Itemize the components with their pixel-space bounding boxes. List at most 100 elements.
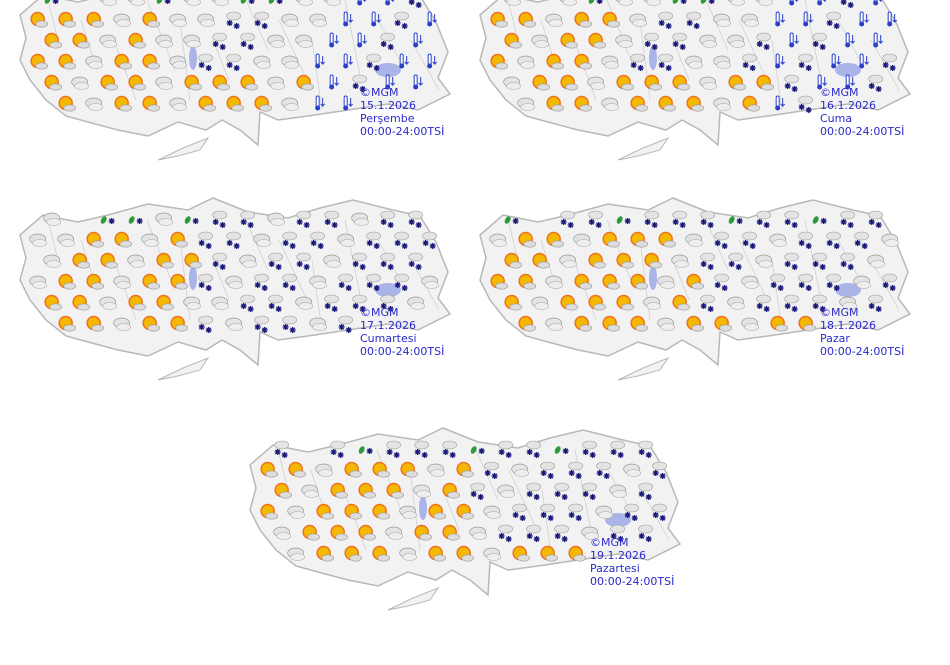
partly-cloudy-sun-icon — [184, 252, 202, 269]
snow-icon — [798, 273, 813, 291]
snowflake-icon — [366, 62, 373, 68]
snowflake-icon — [700, 219, 707, 225]
sleet-icon — [358, 446, 373, 454]
snowflake-icon — [659, 515, 666, 521]
copyright: ©MGM — [360, 306, 399, 319]
snow-icon — [240, 294, 255, 312]
snowflake-icon — [630, 62, 637, 68]
snow-icon — [352, 252, 367, 270]
cold-thermometer-icon — [845, 74, 856, 90]
partly-cloudy-sun-icon — [428, 545, 446, 562]
snowflake-icon — [833, 23, 840, 29]
snowflake-icon — [386, 449, 393, 455]
snowflake-icon — [721, 285, 728, 291]
partly-cloudy-sun-icon — [170, 231, 188, 248]
partly-cloudy-sun-icon — [240, 74, 258, 91]
snowflake-icon — [373, 243, 380, 249]
snowflake-icon — [847, 264, 854, 270]
partly-cloudy-sun-icon — [58, 53, 76, 70]
snowflake-icon — [303, 222, 310, 228]
snowflake-icon — [659, 473, 666, 479]
snowflake-icon — [763, 306, 770, 312]
lake-van — [375, 63, 401, 77]
snowflake-icon — [547, 515, 554, 521]
cloudy-icon — [601, 97, 619, 111]
snowflake-icon — [198, 240, 205, 246]
sleet-icon — [700, 0, 715, 4]
snowflake-icon — [665, 65, 672, 71]
date: 16.1.2026 — [820, 99, 876, 112]
province-border — [705, 219, 729, 271]
date: 17.1.2026 — [360, 319, 416, 332]
snow-icon — [380, 294, 395, 312]
cloudy-icon — [267, 212, 285, 226]
snowflake-icon — [212, 219, 219, 225]
snow-icon — [652, 503, 667, 521]
snowflake-icon — [763, 44, 770, 50]
cold-thermometer-icon — [789, 32, 800, 48]
cloudy-icon — [113, 317, 131, 331]
snowflake-icon — [540, 512, 547, 518]
cyprus — [157, 356, 210, 381]
snow-icon — [868, 294, 883, 312]
partly-cloudy-sun-icon — [588, 294, 606, 311]
snow-icon — [380, 210, 395, 228]
partly-cloudy-sun-icon — [184, 74, 202, 91]
cold-thermometer-icon — [371, 11, 382, 27]
snowflake-icon — [805, 243, 812, 249]
weather-icons — [29, 210, 439, 333]
cold-thermometer-icon — [887, 11, 898, 27]
forecast-map-3: ©MGM 17.1.2026 Cumartesi 00:00-24:00TSİ — [8, 190, 463, 412]
snow-icon — [644, 210, 659, 228]
partly-cloudy-sun-icon — [560, 32, 578, 49]
snow-icon — [756, 32, 771, 50]
snowflake-icon — [387, 264, 394, 270]
snow-icon — [638, 440, 653, 458]
snowflake-icon — [261, 327, 268, 333]
snowflake-icon — [512, 218, 519, 224]
snowflake-icon — [268, 261, 275, 267]
snowflake-icon — [700, 261, 707, 267]
partly-cloudy-sun-icon — [58, 95, 76, 112]
partly-cloudy-sun-icon — [456, 461, 474, 478]
map-svg — [19, 0, 452, 161]
cloudy-icon — [169, 13, 187, 27]
snowflake-icon — [219, 264, 226, 270]
snowflake-icon — [791, 86, 798, 92]
snowflake-icon — [338, 282, 345, 288]
partly-cloudy-sun-icon — [100, 252, 118, 269]
salt-lake — [649, 46, 657, 70]
snowflake-icon — [665, 23, 672, 29]
cloudy-icon — [517, 55, 535, 69]
snowflake-icon — [205, 243, 212, 249]
partly-cloudy-sun-icon — [170, 315, 188, 332]
lake-van — [835, 63, 861, 77]
snow-icon — [338, 315, 353, 333]
cold-thermometer-icon — [775, 11, 786, 27]
snow-icon — [798, 95, 813, 113]
snowflake-icon — [498, 449, 505, 455]
snowflake-icon — [240, 219, 247, 225]
partly-cloudy-sun-icon — [798, 315, 816, 332]
snowflake-icon — [868, 83, 875, 89]
snowflake-icon — [108, 218, 115, 224]
snow-icon — [386, 440, 401, 458]
period: 00:00-24:00TSİ — [590, 575, 675, 588]
partly-cloudy-sun-icon — [156, 252, 174, 269]
partly-cloudy-sun-icon — [100, 74, 118, 91]
snowflake-icon — [198, 324, 205, 330]
snowflake-icon — [645, 494, 652, 500]
snow-icon — [700, 210, 715, 228]
partly-cloudy-sun-icon — [288, 461, 306, 478]
snowflake-icon — [798, 282, 805, 288]
snow-icon — [812, 294, 827, 312]
map-label: ©MGM 18.1.2026 Pazar 00:00-24:00TSİ — [820, 306, 904, 358]
cyprus — [617, 356, 670, 381]
snow-icon — [352, 294, 367, 312]
cloudy-icon — [57, 233, 75, 247]
snowflake-icon — [387, 44, 394, 50]
snowflake-icon — [651, 44, 658, 50]
snowflake-icon — [366, 448, 373, 454]
snow-icon — [784, 210, 799, 228]
snow-icon — [812, 252, 827, 270]
